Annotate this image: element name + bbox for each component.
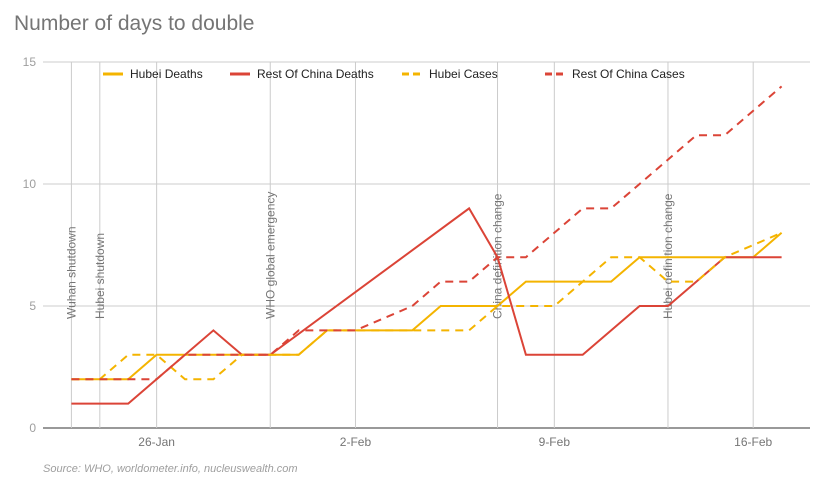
y-tick-label: 10 (23, 177, 37, 191)
axes: 0 5 10 15 26-Jan 2-Feb 9-Feb 16-Feb (23, 55, 773, 449)
legend-label: Hubei Cases (429, 67, 498, 81)
event-label: Hubei definition change (661, 193, 675, 319)
series-line-hubei-cases (71, 231, 782, 381)
chart-source: Source: WHO, worldometer.info, nucleuswe… (43, 463, 298, 475)
y-tick-label: 0 (29, 421, 36, 435)
y-tick-label: 5 (29, 299, 36, 313)
chart-title: Number of days to double (14, 12, 255, 35)
legend: Hubei Deaths Rest Of China Deaths Hubei Ca… (103, 67, 685, 81)
x-tick-label: 2-Feb (340, 435, 372, 449)
gridlines (43, 61, 810, 429)
event-label: WHO global emergency (263, 192, 277, 319)
legend-label: Hubei Deaths (130, 67, 203, 81)
y-tick-label: 15 (23, 55, 37, 69)
event-label: Hubei shutdown (93, 233, 107, 319)
x-tick-label: 16-Feb (734, 435, 772, 449)
event-markers: Wuhan shutdown Hubei shutdown WHO global e… (64, 62, 675, 428)
legend-label: Rest Of China Cases (572, 67, 685, 81)
series-line-rest-of-china-cases (71, 85, 783, 381)
event-label: Wuhan shutdown (64, 226, 78, 319)
legend-label: Rest Of China Deaths (257, 67, 374, 81)
series-lines (71, 85, 783, 405)
x-tick-label: 26-Jan (138, 435, 175, 449)
series-line-hubei-deaths (71, 232, 783, 381)
x-tick-label: 9-Feb (539, 435, 571, 449)
